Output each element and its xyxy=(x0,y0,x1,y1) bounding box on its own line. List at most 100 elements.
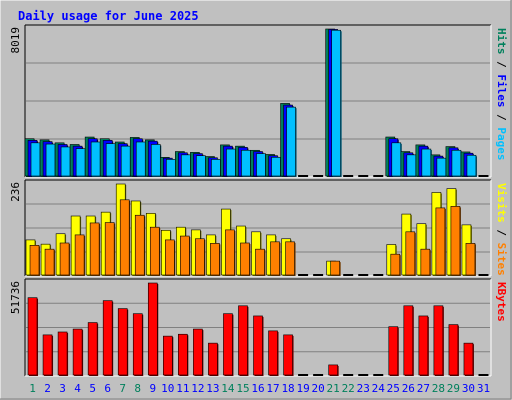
x-tick-label: 16 xyxy=(251,382,264,395)
bar-sites-day-21 xyxy=(330,260,340,276)
bar-sites-day-17 xyxy=(270,241,280,276)
x-tick-label: 7 xyxy=(119,382,126,395)
bar-pages-day-8 xyxy=(135,141,146,177)
bar-pages-day-1 xyxy=(30,142,41,177)
x-tick-label: 4 xyxy=(74,382,81,395)
bar-kbytes-day-11 xyxy=(178,333,188,376)
bar-pages-day-13 xyxy=(211,159,221,177)
legend-pages: Pages xyxy=(495,127,508,160)
bar-kbytes-day-10 xyxy=(163,335,173,376)
y-max-label: 236 xyxy=(9,182,22,202)
bar-pages-day-5 xyxy=(90,141,101,177)
bar-sites-day-13 xyxy=(210,243,220,276)
x-tick-label: 19 xyxy=(296,382,309,395)
x-tick-label: 18 xyxy=(281,382,294,395)
x-tick-label: 2 xyxy=(44,382,51,395)
bar-kbytes-day-5 xyxy=(87,322,98,376)
bar-pages-day-17 xyxy=(271,157,281,177)
bar-pages-day-3 xyxy=(60,146,71,177)
bar-sites-day-5 xyxy=(89,222,100,276)
bar-kbytes-day-4 xyxy=(72,328,83,376)
bar-kbytes-day-25 xyxy=(388,326,399,376)
bar-sites-day-8 xyxy=(134,214,145,276)
bar-kbytes-day-2 xyxy=(42,334,53,376)
bar-pages-day-18 xyxy=(286,106,296,177)
x-tick-label: 11 xyxy=(176,382,189,395)
x-tick-label: 9 xyxy=(149,382,156,395)
bar-pages-day-2 xyxy=(45,143,56,177)
chart-panels: 8019 Hits / Files / Pages 236 Visits / Site… xyxy=(9,24,508,377)
bar-kbytes-day-28 xyxy=(433,305,444,376)
x-tick-label: 13 xyxy=(206,382,219,395)
bar-pages-day-28 xyxy=(436,157,447,177)
bar-kbytes-day-3 xyxy=(57,331,68,376)
bar-pages-day-27 xyxy=(421,148,432,177)
bar-pages-day-26 xyxy=(406,154,417,177)
bar-sites-day-18 xyxy=(285,241,295,276)
legend-separator: / xyxy=(495,108,508,128)
bar-sites-day-15 xyxy=(240,242,250,276)
legend-visits: Visits xyxy=(495,183,508,223)
bar-pages-day-6 xyxy=(105,143,116,177)
bar-pages-day-9 xyxy=(150,144,161,177)
bar-pages-day-16 xyxy=(256,153,266,177)
bar-kbytes-day-8 xyxy=(132,313,143,376)
x-tick-label: 30 xyxy=(462,382,475,395)
bar-kbytes-day-9 xyxy=(147,282,158,376)
bar-kbytes-day-27 xyxy=(418,315,429,376)
bar-sites-day-9 xyxy=(149,226,160,276)
bar-kbytes-day-29 xyxy=(448,324,459,376)
y-max-label: 51736 xyxy=(9,281,22,314)
bar-kbytes-day-14 xyxy=(223,313,233,376)
legend-hits: Hits xyxy=(495,28,508,55)
x-axis-day-labels: 1 2 3 4 5 6 7 8 9 10 11 12 13 14 15 16 17 18 19 20 21 22 23 24 2… xyxy=(29,382,490,395)
legend-separator: / xyxy=(495,223,508,243)
bar-kbytes-day-26 xyxy=(403,305,414,376)
bar-kbytes-day-17 xyxy=(268,330,278,376)
x-tick-label: 3 xyxy=(59,382,66,395)
bar-pages-day-14 xyxy=(226,148,236,177)
x-tick-label: 23 xyxy=(357,382,370,395)
bar-pages-day-15 xyxy=(241,149,251,177)
panel-visits-sites: 236 Visits / Sites xyxy=(9,179,508,277)
bar-sites-day-26 xyxy=(405,231,416,276)
x-tick-label: 12 xyxy=(191,382,204,395)
bar-pages-day-30 xyxy=(466,154,477,177)
legend-files: Files xyxy=(495,74,508,107)
panel-legend: Visits / Sites xyxy=(495,183,508,276)
bar-sites-day-7 xyxy=(119,199,130,276)
bar-sites-day-12 xyxy=(195,238,205,276)
bar-pages-day-11 xyxy=(181,154,191,177)
bar-sites-day-1 xyxy=(29,245,40,276)
chart-title: Daily usage for June 2025 xyxy=(18,9,199,23)
x-tick-label: 21 xyxy=(327,382,340,395)
bar-sites-day-25 xyxy=(390,253,401,276)
x-tick-label: 31 xyxy=(477,382,490,395)
bar-sites-day-4 xyxy=(74,234,85,276)
bar-kbytes-day-16 xyxy=(253,315,263,376)
panel-legend: Hits / Files / Pages xyxy=(495,28,508,161)
panel-kbytes: 51736 KBytes xyxy=(9,278,508,377)
bar-sites-day-11 xyxy=(180,235,190,276)
x-tick-label: 10 xyxy=(161,382,174,395)
panel-hits-files-pages: 8019 Hits / Files / Pages xyxy=(9,24,508,178)
x-tick-label: 25 xyxy=(387,382,400,395)
bar-pages-day-4 xyxy=(75,148,86,177)
legend-sites: Sites xyxy=(495,243,508,276)
bar-sites-day-3 xyxy=(59,242,70,276)
bar-kbytes-day-6 xyxy=(102,300,113,376)
x-tick-label: 15 xyxy=(236,382,249,395)
bar-pages-day-12 xyxy=(196,155,206,177)
bar-pages-day-21 xyxy=(331,29,341,177)
bar-kbytes-day-12 xyxy=(193,328,203,376)
x-tick-label: 24 xyxy=(372,382,386,395)
x-tick-label: 17 xyxy=(266,382,279,395)
x-tick-label: 26 xyxy=(402,382,415,395)
x-tick-label: 28 xyxy=(432,382,445,395)
bar-sites-day-29 xyxy=(450,206,461,276)
bar-kbytes-day-7 xyxy=(117,308,128,376)
bar-sites-day-14 xyxy=(225,229,235,276)
bar-kbytes-day-30 xyxy=(463,342,474,376)
x-tick-label: 22 xyxy=(342,382,355,395)
